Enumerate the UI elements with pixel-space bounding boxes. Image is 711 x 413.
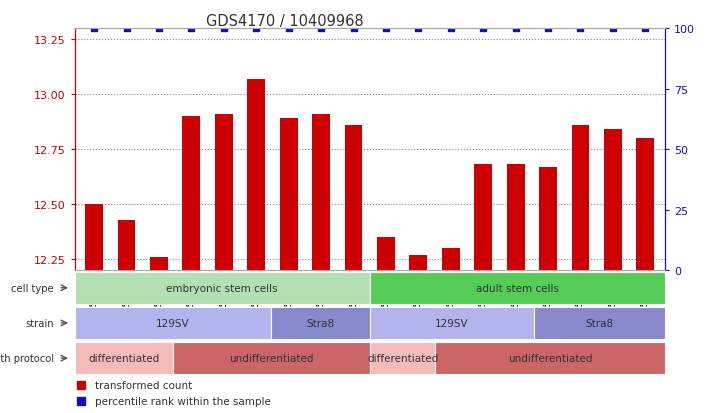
- Text: 129SV: 129SV: [435, 318, 469, 328]
- Bar: [150, 257, 168, 271]
- Text: differentiated: differentiated: [367, 353, 438, 363]
- Point: [250, 26, 262, 32]
- Text: embryonic stem cells: embryonic stem cells: [166, 283, 278, 293]
- Bar: [377, 237, 395, 271]
- Bar: [474, 165, 492, 271]
- Bar: [370, 307, 534, 339]
- Bar: [279, 119, 298, 271]
- Bar: [370, 272, 665, 304]
- Point: [316, 26, 327, 32]
- Text: undifferentiated: undifferentiated: [508, 353, 592, 363]
- Point: [154, 26, 165, 32]
- Text: cell type: cell type: [11, 283, 54, 293]
- Bar: [75, 342, 173, 375]
- Point: [478, 26, 489, 32]
- Bar: [636, 139, 654, 271]
- Bar: [75, 307, 272, 339]
- Bar: [75, 272, 370, 304]
- Bar: [442, 249, 460, 271]
- Bar: [370, 342, 435, 375]
- Bar: [534, 307, 665, 339]
- Bar: [215, 114, 232, 271]
- Bar: [604, 130, 622, 271]
- Point: [283, 26, 294, 32]
- Point: [88, 26, 100, 32]
- Bar: [173, 342, 370, 375]
- Text: transformed count: transformed count: [95, 380, 193, 389]
- Bar: [435, 342, 665, 375]
- Point: [412, 26, 424, 32]
- Point: [445, 26, 456, 32]
- Point: [186, 26, 197, 32]
- Bar: [312, 114, 330, 271]
- Text: differentiated: differentiated: [88, 353, 159, 363]
- Point: [640, 26, 651, 32]
- Bar: [183, 117, 201, 271]
- Text: undifferentiated: undifferentiated: [229, 353, 314, 363]
- Text: Stra8: Stra8: [585, 318, 614, 328]
- Bar: [345, 126, 363, 271]
- Point: [121, 26, 132, 32]
- Point: [218, 26, 230, 32]
- Text: percentile rank within the sample: percentile rank within the sample: [95, 396, 271, 406]
- Bar: [272, 307, 370, 339]
- Bar: [117, 220, 136, 271]
- Point: [380, 26, 392, 32]
- Bar: [410, 255, 427, 271]
- Bar: [539, 167, 557, 271]
- Point: [574, 26, 586, 32]
- Text: GDS4170 / 10409968: GDS4170 / 10409968: [205, 14, 363, 29]
- Point: [607, 26, 619, 32]
- Bar: [247, 79, 265, 271]
- Text: adult stem cells: adult stem cells: [476, 283, 559, 293]
- Bar: [85, 204, 103, 271]
- Text: 129SV: 129SV: [156, 318, 190, 328]
- Text: Stra8: Stra8: [306, 318, 335, 328]
- Point: [542, 26, 554, 32]
- Point: [510, 26, 521, 32]
- Bar: [572, 126, 589, 271]
- Point: [348, 26, 359, 32]
- Bar: [507, 165, 525, 271]
- Text: growth protocol: growth protocol: [0, 353, 54, 363]
- Text: strain: strain: [25, 318, 54, 328]
